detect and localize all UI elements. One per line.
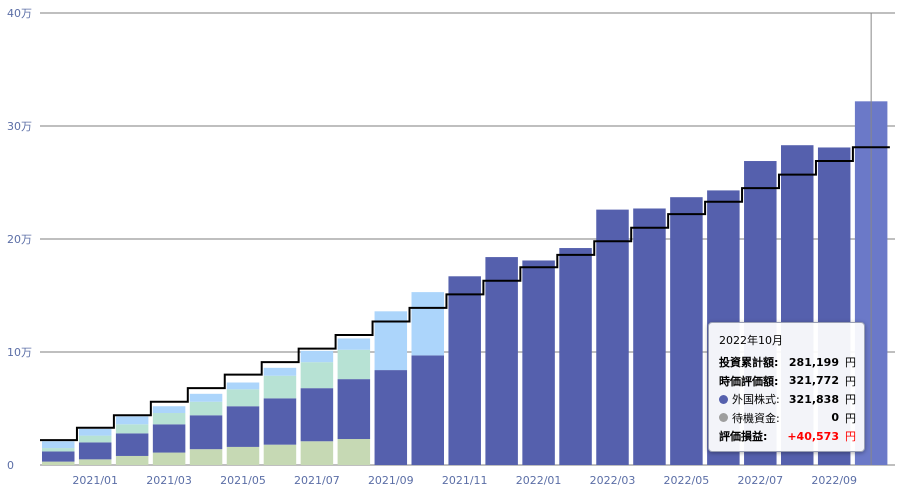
x-tick-label: 2021/03 <box>146 474 192 487</box>
tooltip-stock-label: 外国株式: <box>732 393 780 407</box>
bar-segment-teal <box>300 362 334 389</box>
bar-segment-lightblue <box>115 416 149 425</box>
x-tick-label: 2022/01 <box>516 474 562 487</box>
tooltip-invest-label: 投資累計額: <box>719 356 779 370</box>
bar-segment-stock <box>226 406 260 447</box>
bar-segment-stock <box>152 424 186 453</box>
bar-segment-lightblue <box>42 441 75 449</box>
bar-segment-teal <box>152 413 186 425</box>
y-tick-label: 40万 <box>7 7 32 20</box>
axis-labels: 0 10万 20万 30万 40万 2021/01 2021/03 2021/05 2021/0… <box>7 7 857 487</box>
data-tooltip: 2022年10月 投資累計額: 281,199 円 時価評価額: 321,772… <box>708 322 865 452</box>
bar-segment-stock <box>448 276 481 465</box>
stock-legend-dot-icon <box>719 394 728 404</box>
tooltip-cash-label: 待機資金: <box>732 411 780 425</box>
cash-legend-dot-icon <box>719 413 728 423</box>
y-tick-label: 20万 <box>7 233 32 246</box>
bar-segment-green <box>337 439 371 465</box>
tooltip-row-market: 時価評価額: 321,772 円 <box>719 372 856 391</box>
bar-segment-stock <box>374 370 408 465</box>
bar-segment-lightblue <box>411 292 444 356</box>
x-tick-label: 2021/09 <box>368 474 414 487</box>
tooltip-stock-value: 321,838 <box>788 392 839 406</box>
bar-segment-lightblue <box>189 393 223 402</box>
bars <box>42 101 888 466</box>
bar-segment-stock <box>78 442 112 460</box>
bar-segment-stock <box>485 257 518 465</box>
bar-segment-stock <box>42 451 75 462</box>
bar-segment-green <box>152 452 186 465</box>
bar-segment-lightblue <box>263 367 297 376</box>
bar-segment-teal <box>115 424 149 434</box>
tooltip-market-label: 時価評価額: <box>719 374 779 388</box>
bar-segment-stock <box>559 248 592 465</box>
bar-segment-stock <box>263 398 297 445</box>
x-tick-label: 2021/07 <box>294 474 340 487</box>
investment-step-line <box>40 146 890 442</box>
bar-segment-green <box>115 455 149 465</box>
bar-segment-green <box>42 461 75 465</box>
tooltip-unit: 円 <box>845 411 856 425</box>
tooltip-gain-value: +40,573 <box>787 429 839 443</box>
tooltip-cash-value: 0 <box>831 411 839 425</box>
bar-segment-green <box>300 441 334 465</box>
bar-segment-green <box>189 449 223 465</box>
bar-segment-stock <box>522 260 555 465</box>
tooltip-unit: 円 <box>845 430 856 444</box>
bar-segment-lightblue <box>78 428 112 436</box>
x-tick-label: 2021/01 <box>72 474 118 487</box>
tooltip-unit: 円 <box>845 374 856 388</box>
bar-segment-green <box>263 444 297 465</box>
x-tick-label: 2022/03 <box>590 474 636 487</box>
tooltip-title: 2022年10月 <box>719 334 783 347</box>
bar-segment-stock <box>337 379 371 440</box>
y-tick-label: 0 <box>7 459 14 472</box>
bar-segment-stock <box>189 415 223 450</box>
tooltip-market-value: 321,772 <box>788 374 839 388</box>
bar-segment-teal <box>337 349 371 380</box>
bar-segment-stock <box>633 208 666 466</box>
bar-segment-lightblue <box>337 338 371 350</box>
bar-segment-lightblue <box>300 350 334 363</box>
tooltip-row-cash: 待機資金: 0 円 <box>719 409 856 428</box>
bar-segment-teal <box>78 435 112 443</box>
bar-segment-stock <box>670 197 703 465</box>
y-tick-label: 30万 <box>7 120 32 133</box>
tooltip-invest-value: 281,199 <box>788 355 839 369</box>
tooltip-row-stock: 外国株式: 321,838 円 <box>719 390 856 409</box>
investment-line-group <box>40 13 890 465</box>
x-tick-label: 2022/07 <box>737 474 783 487</box>
x-tick-label: 2022/09 <box>811 474 857 487</box>
y-tick-label: 10万 <box>7 346 32 359</box>
tooltip-gain-label: 評価損益: <box>719 430 768 444</box>
bar-segment-green <box>78 459 112 465</box>
bar-segment-teal <box>42 448 75 452</box>
bar-segment-lightblue <box>226 382 260 390</box>
x-tick-label: 2021/11 <box>442 474 488 487</box>
bar-segment-stock <box>115 433 149 456</box>
tooltip-unit: 円 <box>845 393 856 407</box>
bar-segment-teal <box>226 389 260 407</box>
bar-segment-stock <box>300 388 334 442</box>
tooltip-unit: 円 <box>845 356 856 370</box>
bar-segment-stock <box>411 355 444 465</box>
bar-segment-teal <box>263 375 297 399</box>
bar-segment-teal <box>189 401 223 416</box>
tooltip-row-gain: 評価損益: +40,573 円 <box>719 427 856 446</box>
bar-segment-green <box>226 446 260 465</box>
bar-segment-lightblue <box>152 406 186 414</box>
tooltip-row-invest: 投資累計額: 281,199 円 <box>719 353 856 372</box>
x-tick-label: 2021/05 <box>220 474 266 487</box>
x-tick-label: 2022/05 <box>664 474 710 487</box>
bar-segment-lightblue <box>374 311 408 371</box>
bar-segment-stock <box>596 209 629 465</box>
